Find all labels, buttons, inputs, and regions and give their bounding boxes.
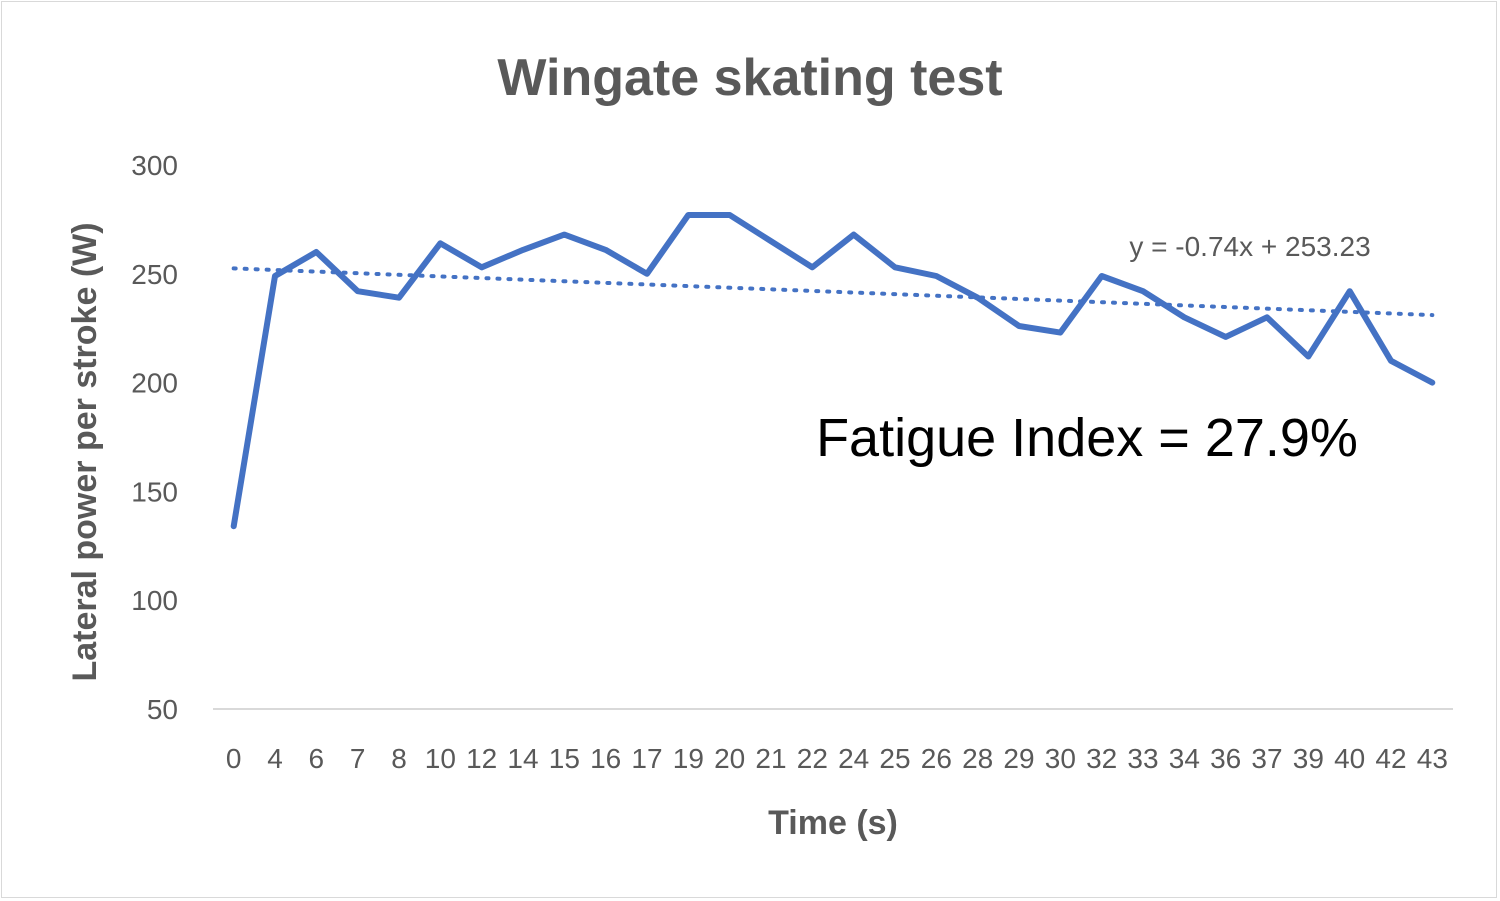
y-tick-label: 200 [131, 368, 178, 399]
x-tick-label: 34 [1169, 743, 1200, 774]
x-tick-label: 24 [838, 743, 869, 774]
x-tick-label: 29 [1003, 743, 1034, 774]
x-tick-label: 20 [714, 743, 745, 774]
x-tick-label: 40 [1334, 743, 1365, 774]
x-tick-label: 42 [1375, 743, 1406, 774]
x-tick-label: 0 [226, 743, 242, 774]
y-axis-ticks: 50 100 150 200 250 300 [131, 150, 178, 725]
y-tick-label: 250 [131, 259, 178, 290]
x-axis-title: Time (s) [768, 804, 898, 842]
trendline-equation: y = -0.74x + 253.23 [1129, 231, 1370, 262]
x-tick-label: 30 [1045, 743, 1076, 774]
x-tick-label: 8 [391, 743, 407, 774]
y-tick-label: 50 [147, 694, 178, 725]
x-tick-label: 19 [673, 743, 704, 774]
fatigue-index-annotation: Fatigue Index = 27.9% [816, 408, 1358, 468]
x-tick-label: 36 [1210, 743, 1241, 774]
x-tick-label: 28 [962, 743, 993, 774]
y-tick-label: 100 [131, 585, 178, 616]
x-tick-label: 15 [549, 743, 580, 774]
x-tick-label: 17 [631, 743, 662, 774]
x-tick-label: 21 [755, 743, 786, 774]
x-tick-label: 16 [590, 743, 621, 774]
x-tick-label: 26 [921, 743, 952, 774]
x-tick-label: 10 [425, 743, 456, 774]
x-tick-label: 6 [309, 743, 325, 774]
x-tick-label: 7 [350, 743, 366, 774]
series-line [230, 212, 1436, 530]
x-tick-label: 37 [1251, 743, 1282, 774]
y-tick-label: 150 [131, 476, 178, 507]
x-tick-label: 12 [466, 743, 497, 774]
x-tick-label: 33 [1127, 743, 1158, 774]
x-tick-label: 14 [507, 743, 538, 774]
x-tick-label: 22 [797, 743, 828, 774]
x-tick-label: 39 [1293, 743, 1324, 774]
x-tick-label: 25 [879, 743, 910, 774]
chart-title: Wingate skating test [497, 49, 1002, 107]
x-axis-ticks: 0 4 6 7 8 10 12 14 15 16 17 19 20 21 22 24 25 26 28 29 30 32 3… [226, 743, 1448, 774]
x-tick-label: 43 [1417, 743, 1448, 774]
y-tick-label: 300 [131, 150, 178, 181]
x-tick-label: 4 [267, 743, 283, 774]
x-tick-label: 32 [1086, 743, 1117, 774]
trendline [231, 266, 1435, 318]
y-axis-title: Lateral power per stroke (W) [66, 222, 104, 681]
